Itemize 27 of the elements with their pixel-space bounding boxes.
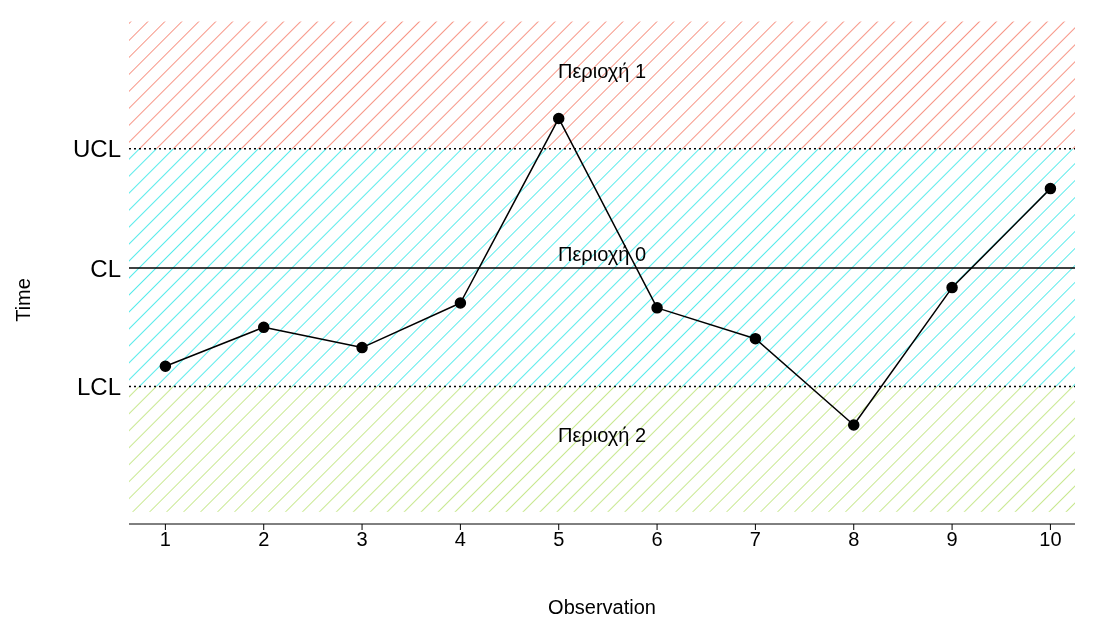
ref-line-label: CL <box>90 254 121 282</box>
point <box>356 341 368 354</box>
x-tick-label: 7 <box>749 528 761 551</box>
ref-line-label: UCL <box>72 135 121 163</box>
band-label: Περιοχή 2 <box>557 424 647 447</box>
point <box>1044 182 1057 195</box>
x-tick-label: 6 <box>651 528 663 551</box>
point <box>749 332 762 345</box>
y-axis-title: Time <box>12 278 34 322</box>
ref-line-label: LCL <box>76 373 121 401</box>
point <box>257 321 270 334</box>
x-tick-label: 10 <box>1039 528 1062 551</box>
point <box>552 112 565 125</box>
x-tick-label: 2 <box>258 528 270 551</box>
x-axis-title: Observation <box>548 596 656 618</box>
x-tick-label: 9 <box>946 528 958 551</box>
point <box>847 419 860 431</box>
band-label: Περιοχή 1 <box>557 60 647 83</box>
x-tick-label: 3 <box>356 528 368 551</box>
point <box>159 360 172 372</box>
x-tick-label: 1 <box>159 528 171 551</box>
point <box>946 281 958 294</box>
point <box>454 297 467 309</box>
x-tick-label: 8 <box>848 528 860 551</box>
x-tick-label: 4 <box>454 528 466 551</box>
x-tick-label: 5 <box>553 528 565 551</box>
point <box>651 302 663 314</box>
